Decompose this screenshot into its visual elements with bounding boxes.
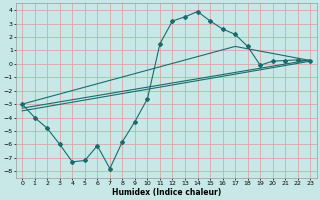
X-axis label: Humidex (Indice chaleur): Humidex (Indice chaleur)	[112, 188, 221, 197]
